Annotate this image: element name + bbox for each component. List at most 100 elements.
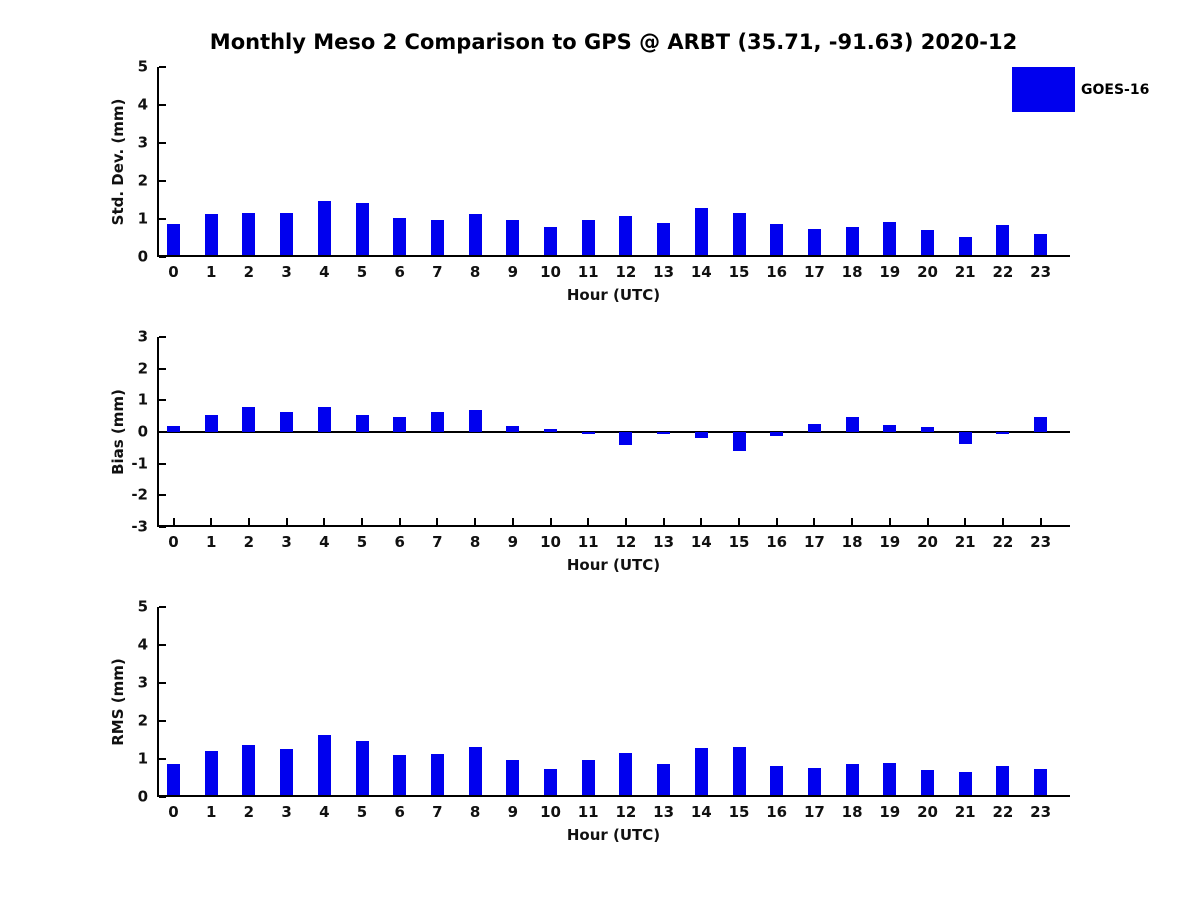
x-tick bbox=[172, 248, 175, 255]
x-tick bbox=[511, 788, 514, 795]
y-tick bbox=[159, 256, 166, 258]
x-tick-label: 18 bbox=[841, 803, 863, 821]
x-tick bbox=[549, 788, 552, 795]
bar-hour-12 bbox=[619, 432, 633, 446]
x-tick-label: 17 bbox=[803, 803, 825, 821]
x-tick-label: 22 bbox=[992, 803, 1014, 821]
y-tick-label: 3 bbox=[137, 327, 148, 346]
x-tick bbox=[436, 518, 439, 525]
y-tick-label: -3 bbox=[131, 517, 148, 536]
y-tick bbox=[159, 682, 166, 684]
bar-hour-3 bbox=[280, 212, 294, 255]
x-tick-label: 4 bbox=[319, 803, 330, 821]
x-tick-label: 8 bbox=[469, 533, 481, 551]
x-tick-label: 9 bbox=[507, 803, 519, 821]
x-tick-label: 16 bbox=[766, 803, 788, 821]
bar-hour-0 bbox=[167, 223, 180, 255]
y-tick-label: 1 bbox=[137, 390, 148, 409]
bar-hour-13 bbox=[657, 763, 671, 795]
x-tick bbox=[964, 248, 967, 255]
x-tick bbox=[888, 518, 891, 525]
x-tick bbox=[662, 518, 665, 525]
bar-hour-18 bbox=[845, 226, 859, 255]
bar-hour-0 bbox=[167, 425, 180, 432]
x-tick-label: 16 bbox=[766, 533, 788, 551]
x-tick-label: 8 bbox=[469, 803, 481, 821]
x-tick bbox=[624, 248, 627, 255]
y-tick bbox=[159, 462, 166, 465]
bar-hour-10 bbox=[544, 428, 557, 432]
y-tick bbox=[159, 104, 166, 106]
y-tick-label: 0 bbox=[137, 787, 148, 806]
x-tick-label: 5 bbox=[356, 263, 368, 281]
x-tick bbox=[700, 788, 703, 795]
bar-hour-21 bbox=[958, 432, 972, 445]
x-tick-label: 13 bbox=[653, 803, 675, 821]
x-tick-label: 22 bbox=[992, 533, 1014, 551]
y-tick bbox=[159, 758, 166, 760]
x-tick bbox=[813, 518, 816, 525]
y-axis-label-rms: RMS (mm) bbox=[109, 658, 127, 746]
x-tick-label: 4 bbox=[319, 533, 330, 551]
x-tick bbox=[436, 788, 439, 795]
x-tick-label: 6 bbox=[394, 533, 405, 551]
bar-hour-6 bbox=[393, 217, 407, 255]
x-tick-label: 21 bbox=[954, 263, 976, 281]
x-tick-label: 14 bbox=[690, 803, 712, 821]
x-tick-label: 6 bbox=[394, 263, 405, 281]
x-tick bbox=[775, 518, 778, 525]
bar-hour-13 bbox=[657, 222, 671, 255]
bar-hour-10 bbox=[544, 227, 557, 255]
x-tick bbox=[247, 518, 250, 525]
x-tick bbox=[964, 518, 967, 525]
y-tick-label: 2 bbox=[137, 359, 148, 378]
x-tick bbox=[738, 248, 740, 255]
y-tick-label: 3 bbox=[137, 673, 148, 692]
x-tick-label: 15 bbox=[728, 263, 750, 281]
x-tick-label: 3 bbox=[281, 533, 292, 551]
x-tick bbox=[323, 518, 326, 525]
x-tick bbox=[398, 518, 401, 525]
bar-hour-4 bbox=[317, 407, 331, 432]
x-tick bbox=[587, 248, 590, 255]
x-tick-label: 23 bbox=[1030, 533, 1052, 551]
y-tick-label: 2 bbox=[137, 171, 148, 190]
y-tick-label: 1 bbox=[137, 209, 148, 228]
y-tick-label: -2 bbox=[131, 485, 148, 504]
y-tick bbox=[159, 180, 166, 182]
bar-hour-5 bbox=[355, 741, 369, 795]
x-tick bbox=[624, 518, 627, 525]
bar-hour-23 bbox=[1034, 768, 1048, 795]
x-tick bbox=[624, 788, 627, 795]
bar-hour-7 bbox=[430, 220, 444, 255]
x-tick bbox=[210, 248, 213, 255]
x-tick-label: 7 bbox=[432, 263, 443, 281]
bar-hour-8 bbox=[468, 213, 482, 255]
x-tick bbox=[888, 248, 891, 255]
bar-hour-17 bbox=[807, 767, 821, 795]
bar-hour-1 bbox=[204, 414, 218, 432]
y-tick bbox=[159, 218, 166, 220]
bar-hour-5 bbox=[355, 415, 369, 432]
y-tick-label: 0 bbox=[137, 247, 148, 266]
bar-hour-11 bbox=[581, 220, 595, 255]
bar-hour-2 bbox=[242, 407, 256, 432]
y-tick bbox=[159, 367, 166, 370]
x-tick-label: 10 bbox=[540, 263, 561, 281]
x-tick bbox=[398, 248, 401, 255]
x-tick-label: 13 bbox=[653, 533, 675, 551]
chart-title: Monthly Meso 2 Comparison to GPS @ ARBT … bbox=[209, 30, 1018, 54]
x-tick-label: 19 bbox=[879, 803, 901, 821]
x-tick bbox=[587, 518, 590, 525]
x-tick-label: 12 bbox=[615, 803, 637, 821]
x-tick-label: 16 bbox=[766, 263, 788, 281]
bar-hour-20 bbox=[921, 427, 934, 432]
x-tick bbox=[323, 248, 326, 255]
bar-hour-1 bbox=[204, 751, 218, 795]
x-tick bbox=[587, 788, 590, 795]
x-tick-label: 11 bbox=[577, 263, 599, 281]
bar-hour-7 bbox=[430, 412, 444, 432]
y-tick-label: 1 bbox=[137, 749, 148, 768]
bar-hour-14 bbox=[694, 208, 708, 255]
